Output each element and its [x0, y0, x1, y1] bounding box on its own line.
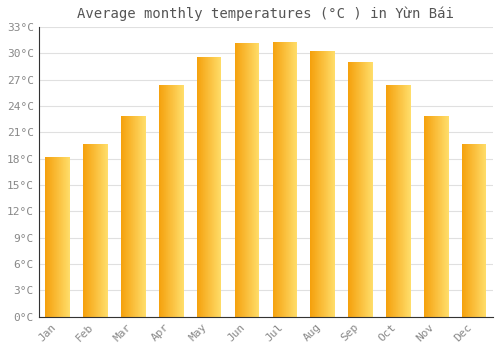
Title: Average monthly temperatures (°C ) in Yừn Bái: Average monthly temperatures (°C ) in Yừ…: [78, 7, 454, 21]
